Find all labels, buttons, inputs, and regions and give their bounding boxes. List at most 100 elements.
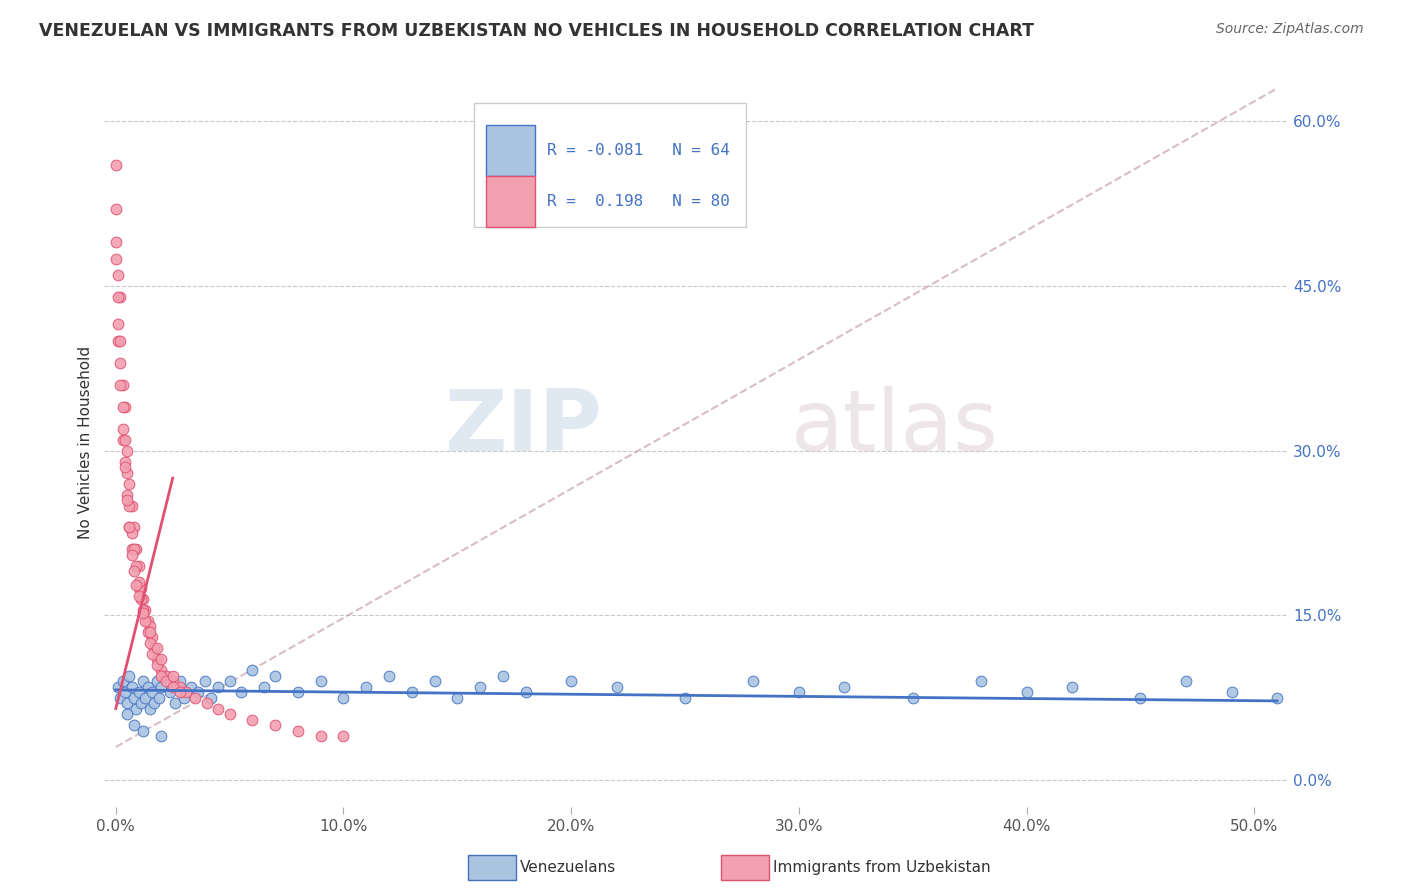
Point: [162, 674, 184, 689]
Point: [132, 591, 155, 606]
Text: VENEZUELAN VS IMMIGRANTS FROM UZBEKISTAN NO VEHICLES IN HOUSEHOLD CORRELATION CH: VENEZUELAN VS IMMIGRANTS FROM UZBEKISTAN…: [39, 22, 1035, 40]
Point: [145, 674, 167, 689]
Point: [121, 525, 143, 540]
Point: [145, 641, 167, 656]
Point: [423, 674, 446, 689]
Point: [125, 558, 148, 573]
Point: [107, 680, 129, 694]
Point: [1175, 674, 1198, 689]
Point: [401, 685, 423, 699]
Point: [169, 685, 191, 699]
Point: [742, 674, 765, 689]
Point: [110, 377, 132, 392]
Point: [834, 680, 856, 694]
Point: [207, 701, 229, 715]
Text: ZIP: ZIP: [444, 386, 602, 469]
Text: atlas: atlas: [792, 386, 1000, 469]
Point: [115, 696, 138, 710]
Text: R = -0.081   N = 64: R = -0.081 N = 64: [547, 143, 730, 158]
Point: [128, 558, 150, 573]
Point: [155, 668, 177, 682]
Point: [118, 499, 141, 513]
Point: [332, 729, 354, 743]
Point: [148, 690, 170, 705]
Point: [111, 400, 134, 414]
Point: [118, 520, 141, 534]
Point: [242, 663, 264, 677]
Point: [121, 548, 143, 562]
Point: [104, 252, 127, 266]
Point: [136, 680, 159, 694]
Point: [134, 690, 156, 705]
Point: [141, 630, 163, 644]
Point: [111, 422, 134, 436]
Point: [150, 652, 173, 666]
Point: [128, 581, 150, 595]
Point: [128, 589, 150, 603]
FancyBboxPatch shape: [485, 177, 536, 227]
Point: [1062, 680, 1084, 694]
Point: [162, 680, 184, 694]
Point: [139, 701, 162, 715]
Point: [207, 680, 229, 694]
Point: [115, 493, 138, 508]
Point: [1220, 685, 1243, 699]
Point: [136, 614, 159, 628]
Point: [115, 466, 138, 480]
Point: [193, 674, 215, 689]
Point: [143, 641, 166, 656]
Point: [114, 460, 136, 475]
Point: [218, 707, 240, 722]
Point: [121, 680, 143, 694]
Point: [104, 158, 127, 172]
Point: [121, 542, 143, 557]
Point: [195, 696, 218, 710]
Point: [134, 603, 156, 617]
Point: [122, 542, 145, 557]
Point: [150, 680, 173, 694]
Point: [114, 685, 136, 699]
Text: Venezuelans: Venezuelans: [520, 860, 616, 874]
Point: [309, 729, 332, 743]
Point: [180, 680, 202, 694]
Point: [132, 674, 155, 689]
Point: [118, 476, 141, 491]
Point: [139, 636, 162, 650]
Point: [129, 591, 152, 606]
Point: [107, 290, 129, 304]
Point: [287, 723, 309, 738]
Point: [129, 696, 152, 710]
Point: [163, 696, 186, 710]
Point: [264, 718, 287, 732]
Point: [125, 577, 148, 591]
Point: [184, 690, 207, 705]
Point: [110, 690, 132, 705]
Point: [229, 685, 252, 699]
Point: [110, 356, 132, 370]
Point: [122, 690, 145, 705]
Point: [173, 690, 195, 705]
Point: [155, 668, 177, 682]
Point: [150, 663, 173, 677]
Point: [125, 542, 148, 557]
Point: [141, 685, 163, 699]
Point: [110, 334, 132, 348]
Point: [139, 619, 162, 633]
Point: [141, 647, 163, 661]
Point: [515, 685, 537, 699]
Point: [169, 674, 191, 689]
Point: [901, 690, 924, 705]
Point: [1015, 685, 1038, 699]
Point: [354, 680, 377, 694]
Point: [242, 713, 264, 727]
Point: [200, 690, 222, 705]
Point: [492, 668, 515, 682]
Point: [606, 680, 628, 694]
FancyBboxPatch shape: [485, 125, 536, 176]
Point: [115, 707, 138, 722]
Point: [253, 680, 276, 694]
Point: [132, 723, 155, 738]
FancyBboxPatch shape: [474, 103, 747, 227]
Y-axis label: No Vehicles in Household: No Vehicles in Household: [79, 346, 93, 539]
Point: [132, 603, 155, 617]
